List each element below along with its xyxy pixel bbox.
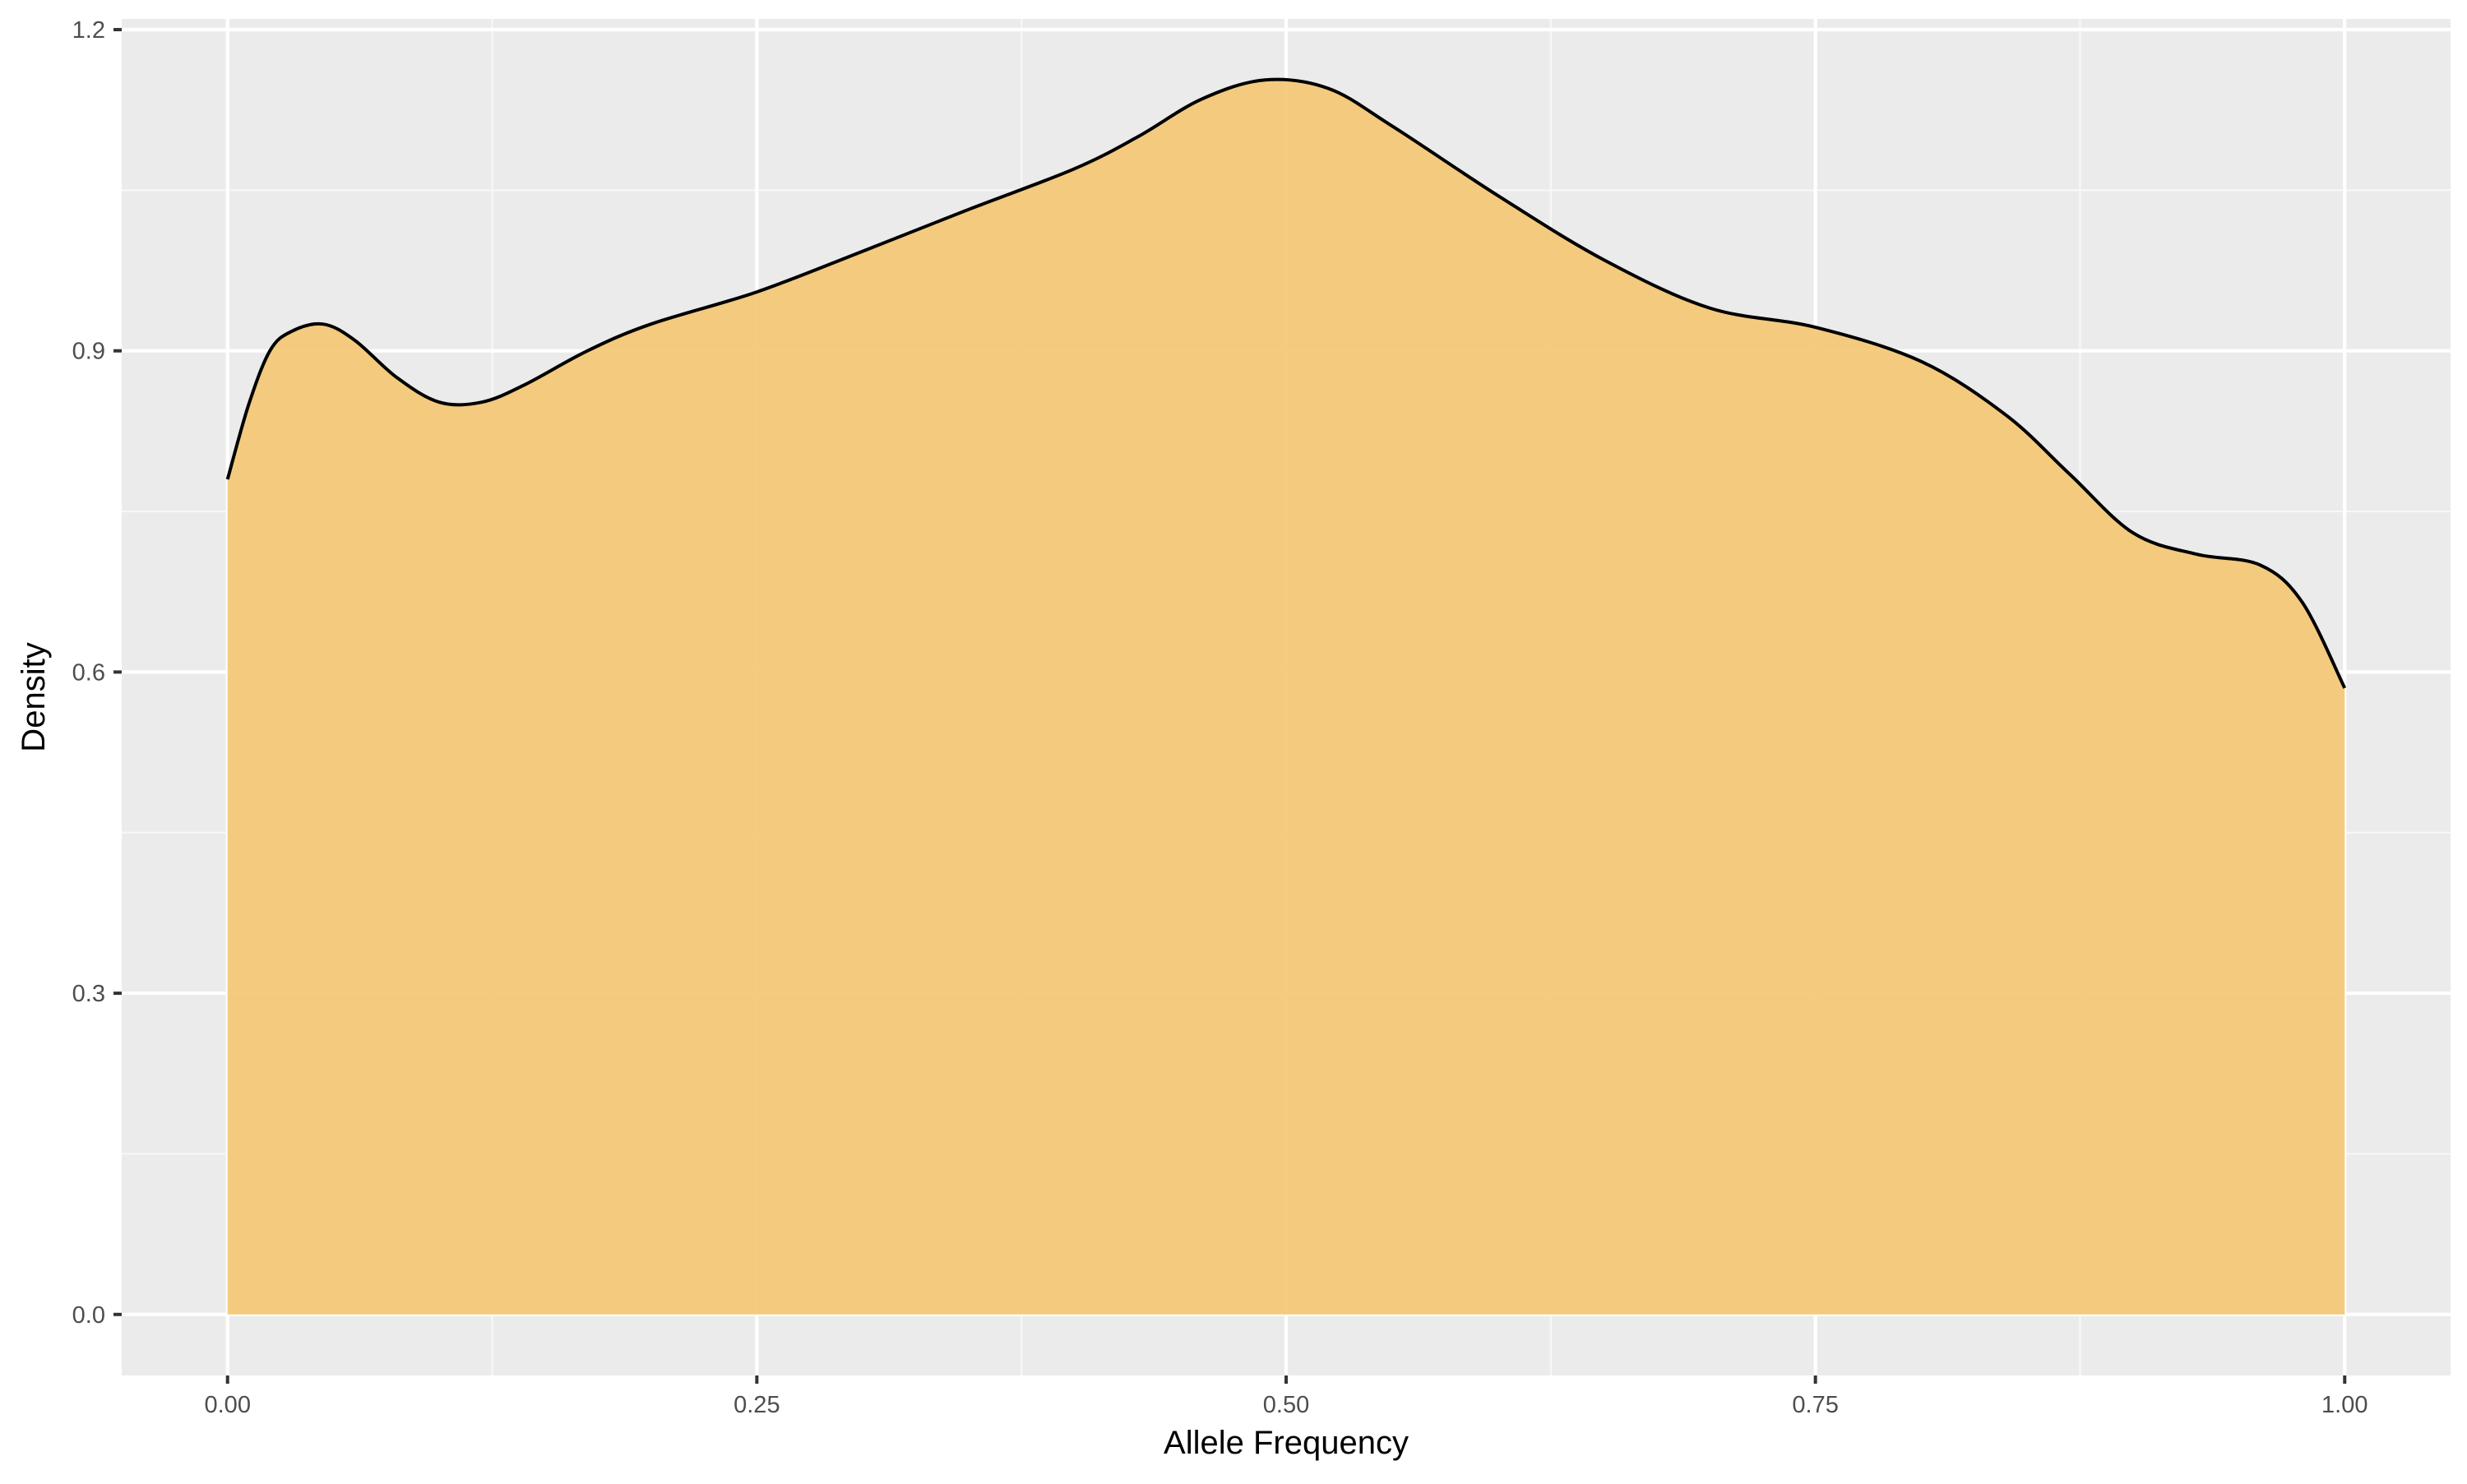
density-area	[227, 79, 2345, 1315]
y-tick-label: 0.3	[72, 981, 105, 1007]
x-tick-label: 0.00	[205, 1392, 251, 1418]
x-tick-label: 0.75	[1792, 1392, 1838, 1418]
y-axis: 0.0 0.3 0.6 0.9 1.2	[72, 17, 122, 1329]
y-tick-label: 1.2	[72, 17, 105, 44]
x-axis-title: Allele Frequency	[1164, 1425, 1409, 1461]
y-tick-label: 0.6	[72, 659, 105, 686]
y-axis-title: Density	[16, 642, 52, 751]
x-axis: 0.00 0.25 0.50 0.75 1.00	[205, 1375, 2367, 1418]
y-tick-label: 0.9	[72, 339, 105, 365]
density-line	[225, 77, 2347, 689]
y-tick-label: 0.0	[72, 1302, 105, 1329]
x-tick-label: 0.50	[1263, 1392, 1309, 1418]
x-tick-label: 0.25	[734, 1392, 780, 1418]
x-tick-label: 1.00	[2321, 1392, 2367, 1418]
